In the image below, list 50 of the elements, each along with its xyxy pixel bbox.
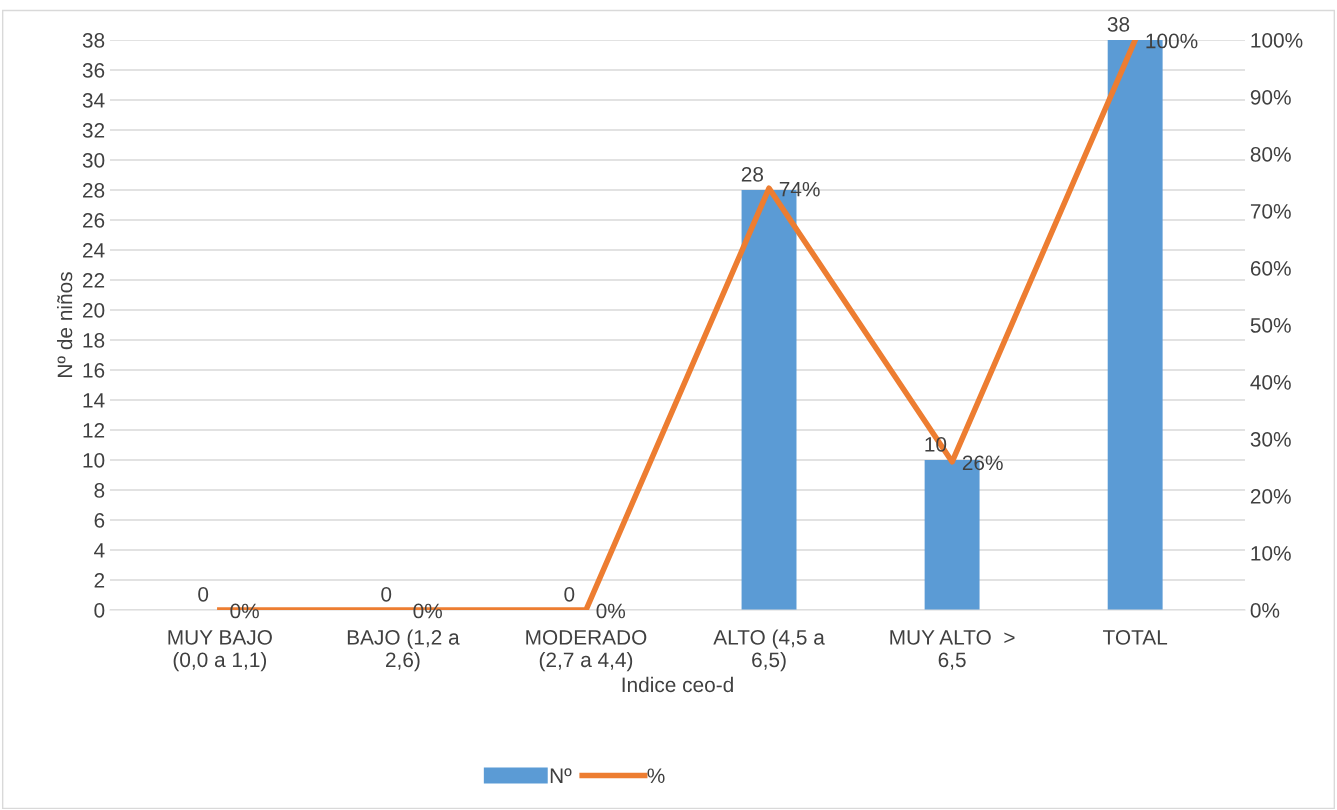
- data-label: 100%: [1146, 33, 1198, 49]
- y-tick-label: 6: [94, 513, 105, 528]
- y2-tick-label: 60%: [1250, 261, 1291, 276]
- data-label: 74%: [779, 181, 820, 197]
- y-tick-label: 4: [94, 543, 105, 558]
- x-tick-label: TOTAL: [1103, 629, 1168, 645]
- y-tick-label: 2: [94, 573, 105, 588]
- data-label: 26%: [962, 455, 1003, 471]
- y-tick-label: 20: [83, 303, 105, 318]
- y-tick-label: 12: [83, 423, 105, 438]
- y2-tick-label: 10%: [1251, 546, 1291, 561]
- y-tick-label: 0: [94, 603, 105, 618]
- data-label: 0: [198, 586, 209, 602]
- data-label: 28: [741, 166, 764, 182]
- y-tick-label: 24: [83, 243, 105, 258]
- y-axis-title: Nº de niños: [56, 272, 73, 377]
- y2-tick-label: 30%: [1250, 432, 1291, 447]
- y2-tick-label: 70%: [1250, 204, 1291, 219]
- x-tick-label: MODERADO (2,7 a 4,4): [526, 629, 647, 672]
- legend-label: %: [647, 768, 665, 783]
- y2-tick-label: 90%: [1250, 90, 1291, 105]
- x-axis-title: Indice ceo-d: [622, 676, 733, 693]
- data-label: 38: [1107, 16, 1130, 32]
- data-label: 0: [381, 586, 392, 602]
- y-tick-label: 18: [83, 333, 105, 348]
- x-tick-label: MUY BAJO (0,0 a 1,1): [168, 629, 272, 672]
- y-tick-label: 26: [83, 213, 105, 228]
- y-tick-label: 16: [83, 363, 105, 378]
- y-tick-label: 8: [94, 483, 105, 498]
- y2-tick-label: 40%: [1250, 375, 1291, 390]
- y-tick-label: 36: [82, 63, 105, 78]
- x-tick-label: ALTO (4,5 a 6,5): [713, 629, 825, 672]
- y-tick-label: 38: [82, 33, 105, 48]
- y-tick-label: 28: [83, 183, 105, 198]
- y2-tick-label: 50%: [1250, 318, 1291, 333]
- y-tick-label: 32: [82, 123, 105, 138]
- y2-tick-label: 100%: [1251, 33, 1303, 48]
- x-tick-label: BAJO (1,2 a 2,6): [347, 629, 460, 672]
- y-tick-label: 22: [83, 273, 105, 288]
- y2-tick-label: 80%: [1250, 147, 1291, 162]
- y2-tick-label: 0%: [1250, 603, 1280, 618]
- y-tick-label: 34: [82, 93, 105, 108]
- y-tick-label: 10: [83, 453, 105, 468]
- y-tick-label: 30: [82, 153, 105, 168]
- y-tick-label: 14: [83, 393, 105, 408]
- data-label: 0: [564, 586, 575, 602]
- y2-tick-label: 20%: [1250, 489, 1291, 504]
- data-label: 0%: [596, 603, 626, 619]
- x-tick-label: MUY ALTO > 6,5: [890, 629, 1015, 670]
- legend-label: Nº: [550, 768, 572, 783]
